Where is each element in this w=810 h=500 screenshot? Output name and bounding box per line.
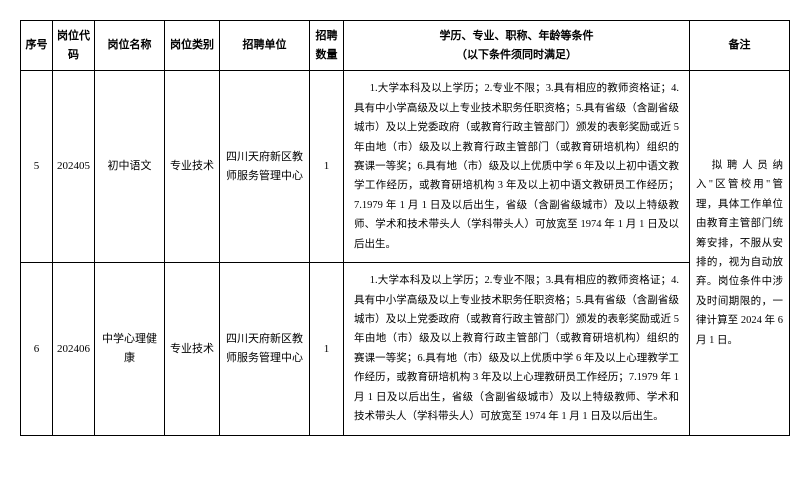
cell-note: 拟聘人员纳入"区管校用"管理，具体工作单位由教育主管部门统筹安排，不服从安排的，… — [690, 71, 790, 435]
cell-unit: 四川天府新区教师服务管理中心 — [220, 71, 310, 263]
header-code: 岗位代码 — [53, 21, 95, 71]
cell-type: 专业技术 — [165, 71, 220, 263]
table-row: 6 202406 中学心理健康 专业技术 四川天府新区教师服务管理中心 1 1.… — [21, 263, 790, 435]
cell-code: 202405 — [53, 71, 95, 263]
header-req: 学历、专业、职称、年龄等条件 （以下条件须同时满足） — [344, 21, 690, 71]
cell-seq: 5 — [21, 71, 53, 263]
cell-code: 202406 — [53, 263, 95, 435]
header-seq: 序号 — [21, 21, 53, 71]
cell-unit: 四川天府新区教师服务管理中心 — [220, 263, 310, 435]
cell-name: 初中语文 — [95, 71, 165, 263]
header-count: 招聘数量 — [310, 21, 344, 71]
table-header-row: 序号 岗位代码 岗位名称 岗位类别 招聘单位 招聘数量 学历、专业、职称、年龄等… — [21, 21, 790, 71]
cell-seq: 6 — [21, 263, 53, 435]
cell-req: 1.大学本科及以上学历；2.专业不限；3.具有相应的教师资格证；4.具有中小学高… — [344, 263, 690, 435]
cell-count: 1 — [310, 263, 344, 435]
header-unit: 招聘单位 — [220, 21, 310, 71]
table-row: 5 202405 初中语文 专业技术 四川天府新区教师服务管理中心 1 1.大学… — [21, 71, 790, 263]
recruitment-table: 序号 岗位代码 岗位名称 岗位类别 招聘单位 招聘数量 学历、专业、职称、年龄等… — [20, 20, 790, 436]
cell-name: 中学心理健康 — [95, 263, 165, 435]
header-req-line1: 学历、专业、职称、年龄等条件 — [348, 27, 685, 46]
cell-count: 1 — [310, 71, 344, 263]
cell-type: 专业技术 — [165, 263, 220, 435]
header-type: 岗位类别 — [165, 21, 220, 71]
header-req-line2: （以下条件须同时满足） — [348, 46, 685, 65]
header-name: 岗位名称 — [95, 21, 165, 71]
cell-req: 1.大学本科及以上学历；2.专业不限；3.具有相应的教师资格证；4.具有中小学高… — [344, 71, 690, 263]
header-note: 备注 — [690, 21, 790, 71]
